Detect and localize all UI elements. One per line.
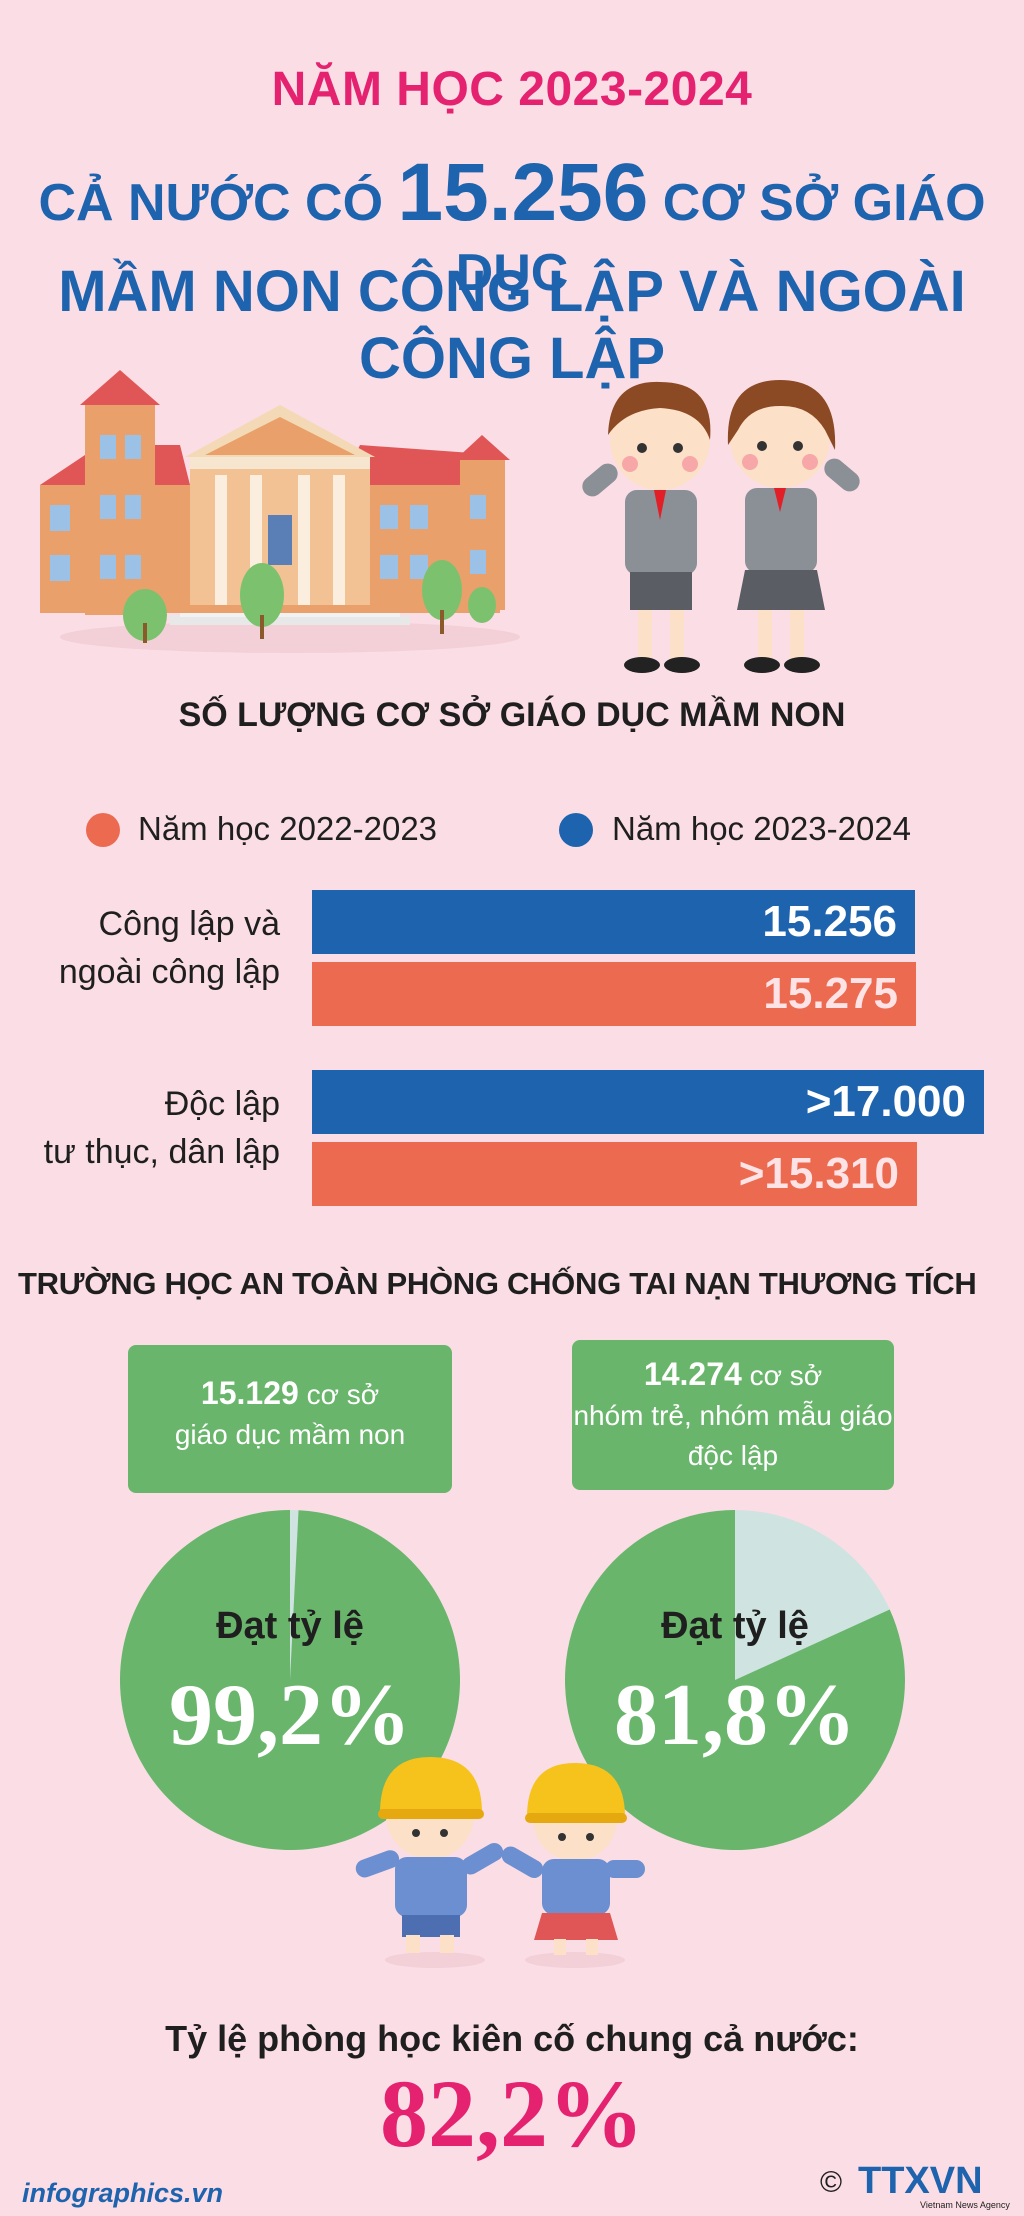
bar-2022-1: >15.310 xyxy=(312,1142,917,1206)
headline-post: CƠ SỞ GIÁO DỤC xyxy=(455,174,986,302)
card-unit: cơ sở xyxy=(306,1379,380,1410)
kids-helmet-illustration xyxy=(355,1757,645,1968)
brand-name: TTXVN xyxy=(858,2160,983,2202)
pie-slice-achieved xyxy=(120,1510,460,1850)
category-label-line: Công lập và xyxy=(98,905,280,943)
headline-line1: CẢ NƯỚC CÓ 15.256 CƠ SỞ GIÁO DỤC xyxy=(0,152,1024,308)
section-title-safe-schools: TRƯỜNG HỌC AN TOÀN PHÒNG CHỐNG TAI NẠN T… xyxy=(18,1266,977,1301)
category-label-line: Độc lập xyxy=(164,1085,280,1123)
brand-subtitle: Vietnam News Agency xyxy=(920,2200,1010,2210)
pie2-value: 81,8% xyxy=(614,1667,856,1764)
card-independent-count: 14.274 cơ sở nhóm trẻ, nhóm mẫu giáo độc… xyxy=(572,1340,894,1490)
category-label-cong-lap: Công lập và ngoài công lập xyxy=(20,900,280,996)
bar-2023-0: 15.256 xyxy=(312,890,915,954)
ttxvn-logo: © TTXVN Vietnam News Agency xyxy=(820,2160,1010,2210)
category-label-line: ngoài công lập xyxy=(58,953,280,991)
bar-2022-0: 15.275 xyxy=(312,962,916,1026)
card-count: 14.274 xyxy=(643,1356,742,1392)
pie2-label: Đạt tỷ lệ xyxy=(661,1605,809,1647)
card-desc: giáo dục mầm non xyxy=(174,1419,406,1450)
headline-line2: MẦM NON CÔNG LẬP VÀ NGOÀI CÔNG LẬP xyxy=(58,259,966,391)
headline-pre: CẢ NƯỚC CÓ xyxy=(38,174,384,232)
legend-dot-2023 xyxy=(559,813,593,847)
card-count: 15.129 xyxy=(200,1375,299,1411)
legend-label-2022: Năm học 2022-2023 xyxy=(138,810,438,847)
bar-2023-1: >17.000 xyxy=(312,1070,984,1134)
footer-caption: Tỷ lệ phòng học kiên cố chung cả nước: xyxy=(165,2018,859,2059)
category-label-doc-lap: Độc lập tư thục, dân lập xyxy=(20,1080,280,1176)
pie1-value: 99,2% xyxy=(169,1667,411,1764)
students-illustration xyxy=(582,380,860,673)
card-preschool-count: 15.129 cơ sở giáo dục mầm non xyxy=(128,1345,452,1493)
school-building-illustration xyxy=(40,370,520,653)
card-desc: nhóm trẻ, nhóm mẫu giáo xyxy=(573,1400,893,1431)
section-title-facilities: SỐ LƯỢNG CƠ SỞ GIÁO DỤC MẦM NON xyxy=(178,696,846,734)
footer-value: 82,2% xyxy=(380,2060,644,2167)
legend-dot-2022 xyxy=(86,813,120,847)
pie-chart-preschool xyxy=(120,1510,460,1850)
pie1-label: Đạt tỷ lệ xyxy=(216,1605,364,1647)
card-unit: cơ sở xyxy=(749,1360,823,1391)
pie-slice-achieved xyxy=(565,1510,905,1850)
headline-number: 15.256 xyxy=(397,147,649,238)
category-label-line: tư thục, dân lập xyxy=(43,1133,280,1171)
year-heading: NĂM HỌC 2023-2024 xyxy=(271,63,753,116)
card-desc: độc lập xyxy=(687,1440,779,1471)
pie-chart-independent xyxy=(565,1510,905,1850)
legend-label-2023: Năm học 2023-2024 xyxy=(612,810,912,847)
footer-site[interactable]: infographics.vn xyxy=(22,2178,224,2208)
copyright-symbol: © xyxy=(820,2166,843,2199)
